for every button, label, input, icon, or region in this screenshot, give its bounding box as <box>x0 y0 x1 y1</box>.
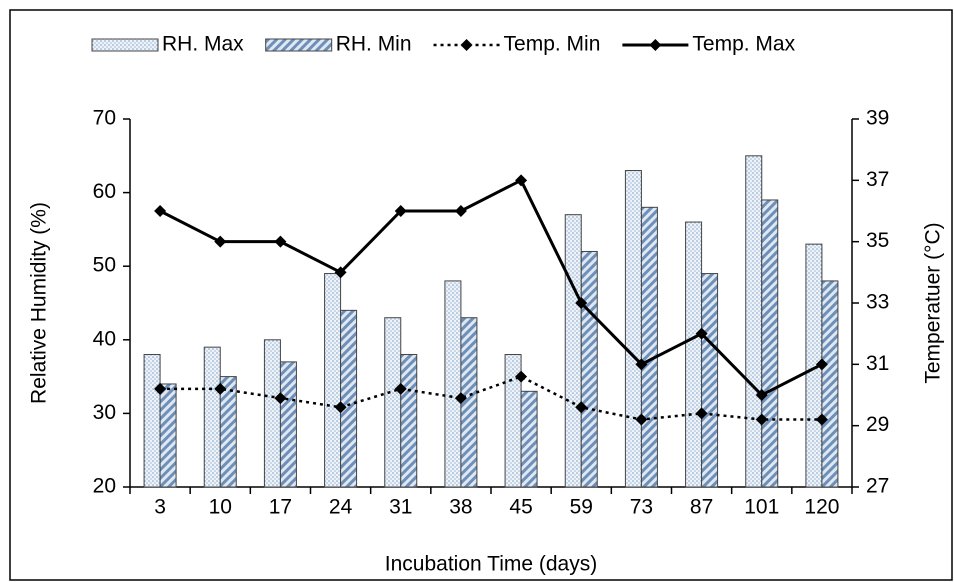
y-axis-title: Relative Humidity (%) <box>28 202 51 404</box>
y2-tick-label: 37 <box>866 168 889 191</box>
bar <box>340 309 358 488</box>
bar <box>159 383 177 488</box>
x-tick-label: 45 <box>509 496 532 519</box>
y-tick-label: 30 <box>93 401 116 424</box>
y2-tick-label: 27 <box>866 475 889 498</box>
bar <box>400 354 418 488</box>
bar <box>143 354 161 488</box>
x-tick-label: 3 <box>154 496 166 519</box>
marker <box>454 392 467 405</box>
marker <box>274 392 287 405</box>
legend-label: RH. Max <box>162 33 244 56</box>
bar <box>821 280 839 488</box>
y2-tick-label: 29 <box>866 413 889 436</box>
x-tick-label: 101 <box>744 496 779 519</box>
legend-marker <box>460 39 473 51</box>
marker <box>515 174 528 187</box>
marker <box>815 413 828 426</box>
bar <box>520 390 538 488</box>
legend-marker <box>649 39 662 51</box>
legend-swatch <box>91 38 159 52</box>
line <box>160 375 822 421</box>
bar <box>460 317 478 488</box>
line <box>159 178 823 397</box>
y2-tick-label: 31 <box>866 352 889 375</box>
x-tick-label: 87 <box>690 496 713 519</box>
marker <box>575 297 588 309</box>
marker <box>334 401 347 414</box>
marker <box>394 382 407 395</box>
bar <box>444 280 462 488</box>
y-tick-label: 70 <box>93 107 116 130</box>
y2-tick-label: 35 <box>866 229 889 252</box>
y2-tick-label: 39 <box>866 107 889 130</box>
bar <box>685 221 703 488</box>
marker <box>695 327 708 340</box>
marker <box>334 266 347 279</box>
x-tick-label: 73 <box>630 496 653 519</box>
x-tick-label: 24 <box>329 496 353 519</box>
marker <box>394 205 407 217</box>
marker <box>575 401 588 414</box>
y2-tick-label: 33 <box>866 291 889 314</box>
marker <box>454 205 467 217</box>
bar <box>219 376 237 488</box>
bar <box>580 250 598 488</box>
marker <box>214 235 227 248</box>
x-tick-label: 31 <box>389 496 412 519</box>
bar <box>279 361 297 488</box>
marker <box>154 205 167 217</box>
bar <box>263 339 281 488</box>
marker <box>815 358 828 371</box>
bar <box>203 346 221 488</box>
y-tick-label: 40 <box>93 327 116 350</box>
legend-label: RH. Min <box>336 33 412 56</box>
marker <box>515 370 528 383</box>
y-tick-label: 50 <box>93 254 116 277</box>
x-tick-label: 120 <box>804 496 839 519</box>
marker <box>635 358 648 371</box>
bar <box>761 199 779 488</box>
marker <box>274 235 287 248</box>
y-tick-label: 60 <box>93 180 116 203</box>
bar <box>564 214 582 488</box>
y2-axis-title: Temperatuer (°C) <box>922 222 945 383</box>
marker <box>635 413 648 426</box>
frame <box>9 9 953 581</box>
marker <box>755 389 768 401</box>
x-tick-label: 10 <box>209 496 232 519</box>
x-tick-label: 17 <box>269 496 292 519</box>
x-tick-label: 38 <box>449 496 472 519</box>
legend-label: Temp. Max <box>692 33 795 56</box>
marker <box>154 382 167 395</box>
legend-swatch <box>265 38 333 52</box>
marker <box>755 413 768 426</box>
x-tick-label: 59 <box>570 496 593 519</box>
marker <box>214 382 227 395</box>
bar <box>324 273 342 488</box>
bar <box>640 206 658 488</box>
y-tick-label: 20 <box>93 475 116 498</box>
bar <box>701 273 719 488</box>
x-axis-title: Incubation Time (days) <box>385 553 597 576</box>
marker <box>695 407 708 420</box>
bar <box>384 317 402 488</box>
bar <box>624 170 642 488</box>
bar <box>745 155 763 488</box>
legend-label: Temp. Min <box>504 33 601 56</box>
